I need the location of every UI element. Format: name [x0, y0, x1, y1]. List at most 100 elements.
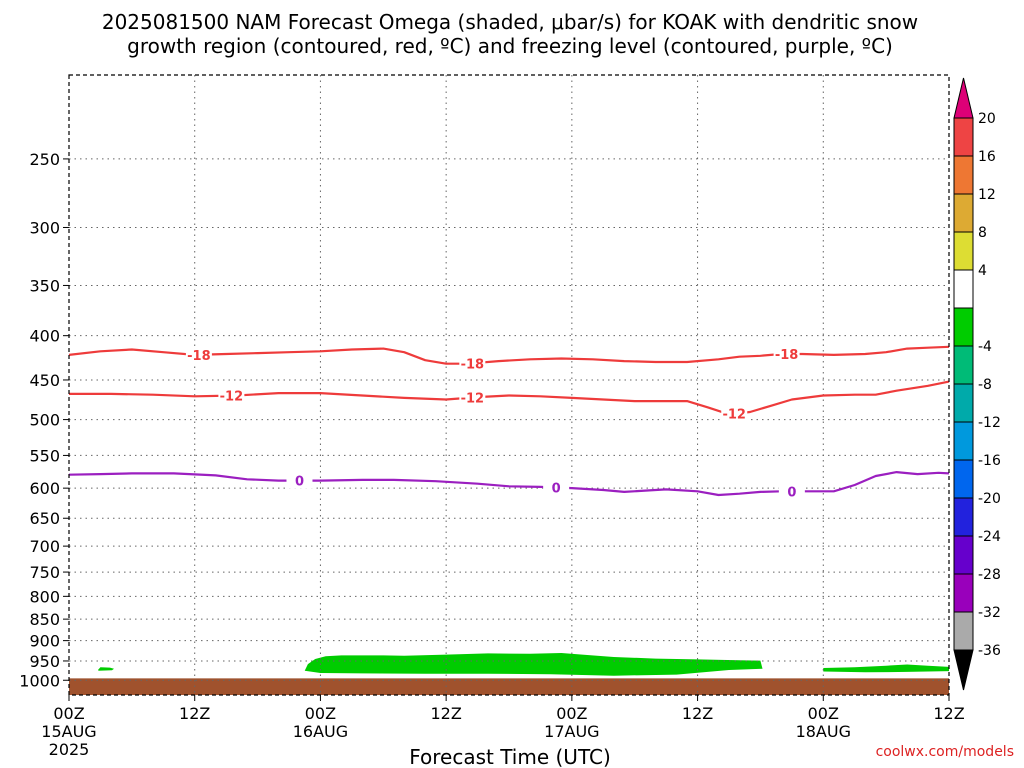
contour-0	[68, 471, 950, 497]
colorbar-label-5: 4	[978, 263, 987, 279]
colorbar-label-1: 20	[978, 111, 996, 127]
colorbar-label-10: -20	[978, 491, 1001, 507]
omega-shading	[98, 653, 949, 676]
contour--12	[69, 380, 950, 416]
x-axis-label: Forecast Time (UTC)	[409, 745, 611, 768]
ytick-label-1000: 1000	[19, 671, 60, 690]
contour-label-bg--12-2	[459, 389, 486, 406]
colorbar-bottom-arrow	[953, 649, 974, 691]
ytick-label-450: 450	[29, 371, 60, 390]
colorbar-bin-5	[953, 269, 974, 309]
xtick-date-24: 16AUG	[293, 722, 348, 741]
colorbar-label-3: 12	[978, 187, 996, 203]
colorbar-label-9: -16	[978, 453, 1001, 469]
credit-text: coolwx.com/models	[876, 744, 1014, 760]
colorbar-label-14: -36	[978, 643, 1001, 659]
colorbar-label-11: -24	[978, 529, 1001, 545]
colorbar-bin-3	[953, 193, 974, 233]
colorbar-bin-2	[953, 155, 974, 195]
colorbar-label-12: -28	[978, 567, 1001, 583]
ytick-label-350: 350	[29, 276, 60, 295]
chart-title: 2025081500 NAM Forecast Omega (shaded, μ…	[102, 10, 918, 58]
colorbar-label-13: -32	[978, 605, 1001, 621]
contour-label-bg-0-2	[543, 479, 570, 496]
ground-shading	[69, 678, 949, 695]
contour-label--12-1: -12	[220, 390, 244, 405]
contour-label-bg-0-3	[778, 483, 805, 500]
ytick-label-250: 250	[29, 150, 60, 169]
contour-label--12-3: -12	[722, 408, 746, 423]
omega-region-3	[823, 664, 949, 673]
colorbar-bin-10	[953, 459, 974, 499]
ytick-label-900: 900	[29, 632, 60, 651]
ytick-label-850: 850	[29, 610, 60, 629]
ytick-label-950: 950	[29, 652, 60, 671]
contour-label--18-3: -18	[775, 348, 799, 363]
contour-label-0-3: 0	[787, 485, 796, 500]
contour-label--18-2: -18	[461, 357, 485, 372]
contour-label-bg--18-2	[459, 355, 486, 372]
contour--18	[68, 345, 950, 365]
colorbar-bin-13	[953, 573, 974, 613]
xtick-date-0: 15AUG	[41, 722, 96, 741]
xtick-year-0: 2025	[49, 740, 90, 759]
ytick-label-300: 300	[29, 218, 60, 237]
colorbar-label-7: -8	[978, 377, 992, 393]
ytick-label-750: 750	[29, 563, 60, 582]
colorbar-label-8: -12	[978, 415, 1001, 431]
xtick-label-36: 12Z	[430, 704, 461, 723]
ytick-label-700: 700	[29, 537, 60, 556]
ytick-label-500: 500	[29, 411, 60, 430]
colorbar-bin-6	[953, 307, 974, 347]
colorbar-top-arrow	[953, 77, 974, 119]
title-line-2: growth region (contoured, red, ºC) and f…	[127, 34, 893, 58]
colorbar-bin-7	[953, 345, 974, 385]
ytick-label-650: 650	[29, 509, 60, 528]
title-line-1: 2025081500 NAM Forecast Omega (shaded, μ…	[102, 10, 918, 34]
xtick-label-12: 12Z	[179, 704, 210, 723]
ytick-label-600: 600	[29, 479, 60, 498]
xtick-label-84: 12Z	[933, 704, 964, 723]
colorbar-bin-9	[953, 421, 974, 461]
y-axis: 250 300 350 400 450 500 550 600 650 700 750 800 850 9…	[19, 150, 69, 690]
colorbar-label-2: 16	[978, 149, 996, 165]
ytick-label-400: 400	[29, 327, 60, 346]
colorbar-bin-8	[953, 383, 974, 423]
ytick-label-550: 550	[29, 446, 60, 465]
colorbar: 20 16 12 8 4 -4 -8 -12 -16 -20 -24 -28 -32 -36	[953, 77, 1001, 691]
contour-label-bg--18-1	[185, 346, 212, 363]
xtick-label-24: 00Z	[305, 704, 336, 723]
xtick-label-60: 12Z	[682, 704, 713, 723]
colorbar-bin-1	[953, 117, 974, 157]
contour-lines: -18 -18 -18 -12 -12 -12 0 0 0	[68, 345, 950, 500]
contour-label--12-2: -12	[461, 392, 485, 407]
xtick-label-48: 00Z	[556, 704, 587, 723]
contour-label--18-1: -18	[187, 349, 211, 364]
xtick-date-48: 17AUG	[544, 722, 599, 741]
colorbar-bin-4	[953, 231, 974, 271]
grid-lines	[69, 75, 949, 695]
plot-area: -18 -18 -18 -12 -12 -12 0 0 0	[68, 74, 950, 696]
colorbar-bin-11	[953, 497, 974, 537]
colorbar-bin-14	[953, 611, 974, 651]
ytick-label-800: 800	[29, 587, 60, 606]
xtick-label-0: 00Z	[53, 704, 84, 723]
plot-frame	[68, 74, 950, 696]
contour-label-bg--18-3	[773, 346, 800, 363]
xtick-date-72: 18AUG	[796, 722, 851, 741]
omega-region-1	[98, 667, 114, 671]
contour-label-bg--12-1	[218, 387, 245, 404]
xtick-label-72: 00Z	[808, 704, 839, 723]
colorbar-label-4: 8	[978, 225, 987, 241]
plot-background	[69, 75, 949, 695]
contour-label-0-1: 0	[295, 475, 304, 490]
contour-label-0-2: 0	[552, 482, 561, 497]
contour-label-bg-0-1	[286, 472, 313, 489]
colorbar-label-6: -4	[978, 339, 992, 355]
ground-band	[69, 678, 949, 695]
omega-region-2	[304, 653, 763, 676]
colorbar-bin-12	[953, 535, 974, 575]
contour-label-bg--12-3	[721, 405, 748, 422]
